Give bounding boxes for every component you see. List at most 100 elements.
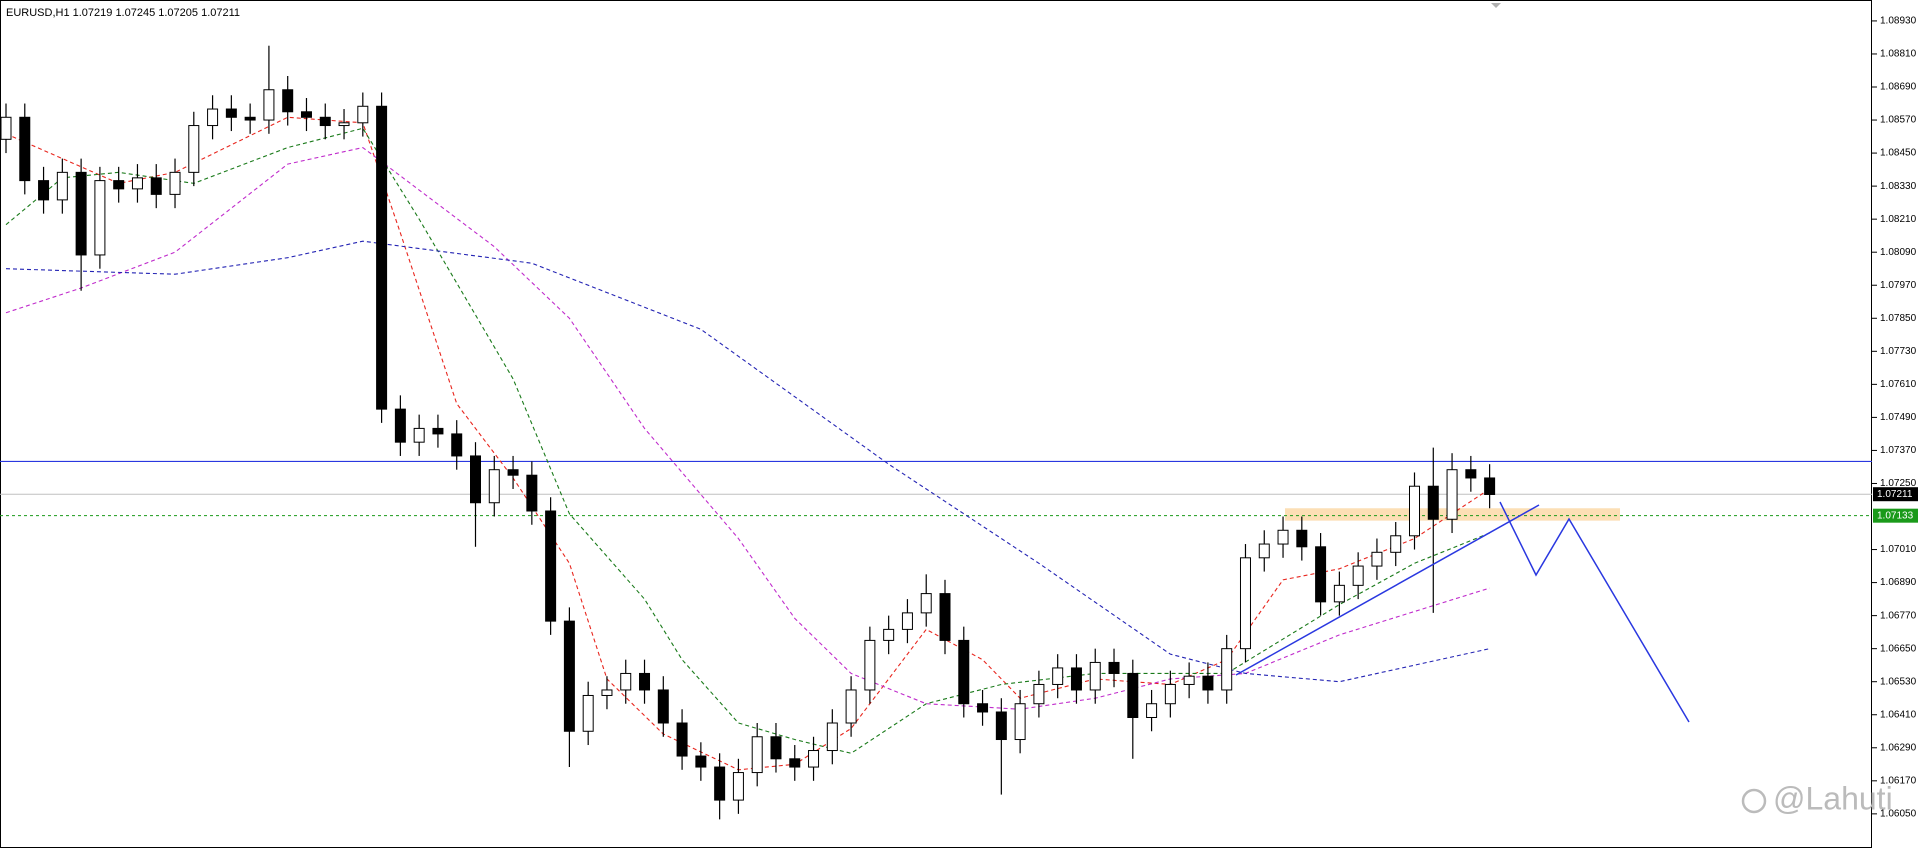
y-tick-label: 1.07970 bbox=[1880, 280, 1917, 291]
candle-body bbox=[150, 177, 162, 195]
candle-body bbox=[1427, 485, 1439, 520]
candle-body bbox=[864, 639, 876, 691]
candle-body bbox=[1164, 683, 1176, 705]
plot-frame bbox=[0, 0, 1872, 848]
candle-body bbox=[620, 672, 632, 691]
y-tick-label: 1.08090 bbox=[1880, 247, 1917, 258]
watermark-icon bbox=[1741, 788, 1767, 814]
trend-line bbox=[1235, 504, 1540, 676]
candle-body bbox=[657, 689, 669, 724]
candle-body bbox=[977, 703, 989, 713]
candle-body bbox=[901, 612, 913, 630]
moving-average bbox=[5, 240, 1490, 683]
projection-path bbox=[1499, 501, 1690, 723]
candle-body bbox=[225, 108, 237, 118]
candle-body bbox=[131, 177, 143, 190]
candle-body bbox=[695, 755, 707, 768]
candle-body bbox=[451, 433, 463, 457]
y-tick-label: 1.07730 bbox=[1880, 346, 1917, 357]
candle-body bbox=[526, 474, 538, 512]
y-tick-label: 1.08330 bbox=[1880, 181, 1917, 192]
candle-body bbox=[1089, 661, 1101, 691]
candle-body bbox=[188, 125, 200, 173]
candle-body bbox=[1390, 535, 1402, 553]
candle-body bbox=[394, 408, 406, 443]
candle-body bbox=[1296, 529, 1308, 548]
candle-body bbox=[94, 180, 106, 256]
candle-body bbox=[376, 105, 388, 410]
candle-body bbox=[958, 639, 970, 705]
candle-body bbox=[1446, 469, 1458, 520]
candle-body bbox=[1465, 469, 1477, 479]
y-tick-label: 1.06050 bbox=[1880, 809, 1917, 820]
candle-body bbox=[1052, 667, 1064, 685]
candle-body bbox=[244, 116, 256, 121]
candle-body bbox=[1108, 661, 1120, 674]
candle-body bbox=[1239, 557, 1251, 650]
y-tick-label: 1.08210 bbox=[1880, 214, 1917, 225]
candle-body bbox=[470, 455, 481, 504]
y-tick-label: 1.06890 bbox=[1880, 577, 1917, 588]
y-tick-label: 1.06170 bbox=[1880, 775, 1917, 786]
y-tick-label: 1.07250 bbox=[1880, 478, 1917, 489]
candle-body bbox=[995, 711, 1007, 741]
candle-body bbox=[1315, 546, 1327, 603]
candle-body bbox=[1409, 485, 1420, 537]
candle-body bbox=[1333, 584, 1345, 603]
candle-body bbox=[920, 593, 932, 614]
candle-body bbox=[582, 694, 594, 732]
candle-body bbox=[488, 469, 500, 504]
y-tick-label: 1.06410 bbox=[1880, 709, 1917, 720]
moving-average bbox=[5, 116, 1490, 771]
y-tick-label: 1.08690 bbox=[1880, 82, 1917, 93]
candle-body bbox=[789, 758, 801, 768]
y-tick-label: 1.06770 bbox=[1880, 610, 1917, 621]
candle-body bbox=[282, 89, 294, 113]
candle-body bbox=[263, 89, 275, 121]
candle-body bbox=[507, 469, 519, 476]
candle-body bbox=[1202, 675, 1214, 691]
moving-average bbox=[5, 146, 1490, 710]
y-tick-label: 1.07010 bbox=[1880, 544, 1917, 555]
candle-body bbox=[545, 510, 557, 622]
candle-body bbox=[300, 111, 312, 118]
candle-body bbox=[1371, 551, 1383, 567]
y-tick-label: 1.07610 bbox=[1880, 379, 1917, 390]
support-price-box bbox=[1873, 508, 1918, 523]
candle-body bbox=[1221, 648, 1233, 691]
marks bbox=[0, 45, 1872, 820]
candle-body bbox=[75, 171, 87, 256]
y-tick-label: 1.07850 bbox=[1880, 313, 1917, 324]
watermark: @Lahuti bbox=[1773, 780, 1893, 816]
support-price-label: 1.07133 bbox=[1877, 510, 1914, 521]
candle-body bbox=[1277, 529, 1289, 545]
y-tick-label: 1.06290 bbox=[1880, 742, 1917, 753]
candle-body bbox=[732, 772, 744, 801]
y-tick-label: 1.06650 bbox=[1880, 643, 1917, 654]
shift-marker bbox=[1491, 3, 1501, 8]
y-tick-label: 1.08450 bbox=[1880, 148, 1917, 159]
candle-body bbox=[639, 672, 651, 691]
candle-body bbox=[319, 116, 331, 127]
candle-body bbox=[413, 427, 425, 443]
candle-body bbox=[56, 171, 68, 201]
candle-body bbox=[883, 628, 895, 641]
y-tick-label: 1.08810 bbox=[1880, 49, 1917, 60]
candle-body bbox=[714, 766, 726, 801]
candle-body bbox=[432, 427, 444, 435]
candle-body bbox=[845, 689, 857, 724]
y-tick-label: 1.08930 bbox=[1880, 16, 1917, 27]
candle-body bbox=[1352, 565, 1364, 586]
candle-body bbox=[1183, 675, 1195, 685]
y-tick-label: 1.06530 bbox=[1880, 676, 1917, 687]
chart-title: EURUSD,H1 1.07219 1.07245 1.07205 1.0721… bbox=[6, 7, 240, 19]
moving-average bbox=[5, 127, 1490, 754]
candle-body bbox=[676, 722, 688, 757]
candle-body bbox=[357, 105, 369, 124]
y-tick-label: 1.08570 bbox=[1880, 115, 1917, 126]
candle-body bbox=[1484, 477, 1496, 495]
y-tick-label: 1.07490 bbox=[1880, 412, 1917, 423]
candle-body bbox=[601, 689, 613, 696]
candle-body bbox=[207, 108, 219, 127]
